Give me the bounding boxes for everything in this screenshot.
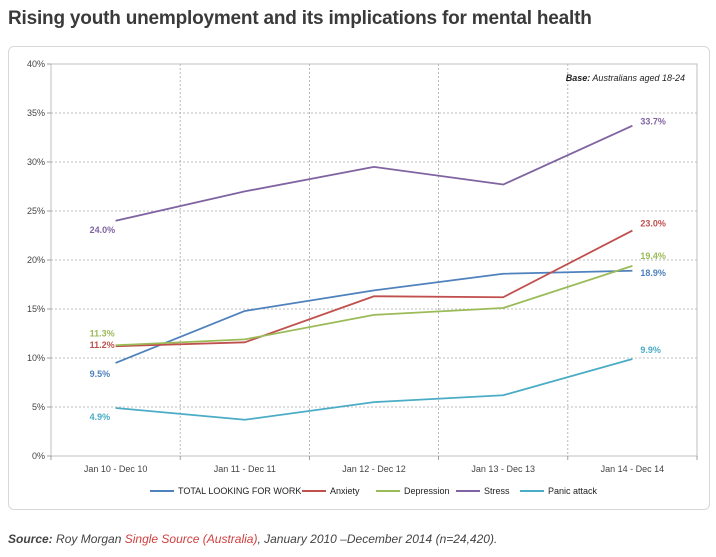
legend-item: Stress: [456, 486, 510, 496]
legend-label: Anxiety: [330, 486, 360, 496]
x-tick-label: Jan 13 - Dec 13: [471, 464, 535, 474]
legend-item: TOTAL LOOKING FOR WORK: [150, 486, 301, 496]
data-label-last: 19.4%: [640, 251, 666, 261]
source-label: Source:: [8, 532, 53, 546]
base-note: Base: Australians aged 18-24: [566, 73, 685, 83]
data-label-last: 23.0%: [640, 219, 666, 229]
y-tick-label: 0%: [32, 451, 45, 461]
x-tick-label: Jan 12 - Dec 12: [342, 464, 406, 474]
series-layer: [115, 124, 633, 421]
series-line-depression: [115, 265, 633, 347]
chart-frame: 0% 5% 10% 15% 20% 25% 30% 35% 40% Jan 10 - Dec 10…: [8, 46, 710, 510]
data-label-layer: 9.5% 18.9% 11.2% 23.0% 11.3% 19.4% 24.0% 33.7% 4…: [90, 117, 666, 422]
data-label-first: 24.0%: [90, 225, 116, 235]
data-label-first: 11.3%: [90, 328, 115, 338]
data-label-last: 18.9%: [640, 268, 666, 278]
y-tick-label: 35%: [27, 108, 45, 118]
line-chart: 0% 5% 10% 15% 20% 25% 30% 35% 40% Jan 10 - Dec 10…: [27, 59, 698, 496]
legend-label: Stress: [484, 486, 510, 496]
source-link[interactable]: Single Source (Australia): [124, 532, 258, 546]
y-tick-label: 10%: [27, 353, 45, 363]
y-tick-label: 15%: [27, 304, 45, 314]
x-tick-label: Jan 10 - Dec 10: [84, 464, 148, 474]
series-line-panic-attack: [115, 358, 633, 421]
y-tick-label: 25%: [27, 206, 45, 216]
legend-item: Depression: [376, 486, 450, 496]
data-label-last: 9.9%: [640, 345, 661, 355]
legend-label: Panic attack: [548, 486, 598, 496]
data-label-last: 33.7%: [640, 117, 666, 127]
legend-label: Depression: [404, 486, 450, 496]
axis-layer: 0% 5% 10% 15% 20% 25% 30% 35% 40% Jan 10 - Dec 10…: [27, 59, 698, 474]
x-tick-label: Jan 11 - Dec 11: [214, 464, 276, 474]
y-tick-label: 40%: [27, 59, 45, 69]
base-note-text: Australians aged 18-24: [590, 73, 685, 83]
data-label-first: 4.9%: [90, 412, 111, 422]
legend-label: TOTAL LOOKING FOR WORK: [178, 486, 301, 496]
y-tick-label: 20%: [27, 255, 45, 265]
data-label-first: 9.5%: [90, 369, 111, 379]
source-line: Source: Roy Morgan Single Source (Austra…: [8, 532, 497, 546]
series-line-anxiety: [115, 229, 633, 348]
data-label-first: 11.2%: [90, 340, 115, 350]
series-line-stress: [115, 124, 633, 222]
y-tick-label: 30%: [27, 157, 45, 167]
page-title: Rising youth unemployment and its implic…: [8, 8, 592, 29]
y-tick-label: 5%: [32, 402, 45, 412]
source-suffix: , January 2010 –December 2014 (n=24,420)…: [257, 532, 498, 546]
legend-item: Panic attack: [520, 486, 598, 496]
legend-item: Anxiety: [302, 486, 360, 496]
x-tick-label: Jan 14 - Dec 14: [601, 464, 665, 474]
source-prefix: Roy Morgan: [52, 532, 125, 546]
base-note-label: Base:: [566, 73, 591, 83]
series-line-total-looking-for-work: [115, 269, 633, 364]
grid-layer: [51, 64, 697, 456]
legend: TOTAL LOOKING FOR WORK Anxiety Depression S…: [150, 486, 598, 496]
